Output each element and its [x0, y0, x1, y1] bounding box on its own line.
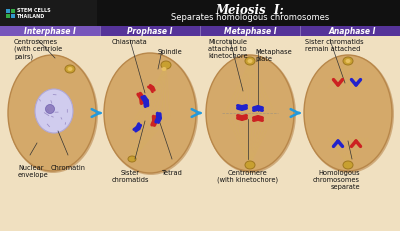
Ellipse shape: [346, 60, 350, 64]
Bar: [0, 0, 97, 27]
Text: Chromatin: Chromatin: [50, 164, 86, 170]
Ellipse shape: [245, 161, 255, 169]
Ellipse shape: [35, 90, 73, 134]
Ellipse shape: [161, 62, 171, 70]
Bar: [11, 15, 15, 19]
Ellipse shape: [128, 156, 136, 162]
Text: Chiasmata: Chiasmata: [112, 39, 148, 45]
Ellipse shape: [245, 58, 255, 66]
Bar: [100, 27, 400, 37]
Text: Metaphase I: Metaphase I: [224, 27, 276, 36]
Ellipse shape: [343, 58, 353, 66]
Text: Spindle: Spindle: [158, 49, 183, 55]
Bar: [6, 10, 10, 14]
Text: Nuclear
envelope: Nuclear envelope: [18, 164, 49, 177]
Text: Homologous
chromosomes
separate: Homologous chromosomes separate: [313, 169, 360, 189]
Text: Centrosomes
(with centriole
pairs): Centrosomes (with centriole pairs): [14, 39, 62, 60]
Text: Anaphase I: Anaphase I: [328, 27, 376, 36]
Text: Meiosis  I:: Meiosis I:: [216, 3, 284, 16]
Text: Interphase I: Interphase I: [24, 27, 76, 36]
Text: Tetrad: Tetrad: [162, 169, 182, 175]
Bar: [0, 27, 100, 37]
Text: Sister
chromatids: Sister chromatids: [111, 169, 149, 182]
Text: Separates homologous chromosomes: Separates homologous chromosomes: [171, 12, 329, 21]
Ellipse shape: [343, 161, 353, 169]
Ellipse shape: [8, 56, 96, 171]
Ellipse shape: [248, 60, 252, 64]
Text: THAILAND: THAILAND: [17, 13, 45, 18]
Bar: [6, 15, 10, 19]
Ellipse shape: [104, 54, 196, 173]
Ellipse shape: [104, 54, 198, 175]
Text: Centromere
(with kinetochore): Centromere (with kinetochore): [218, 169, 278, 183]
Ellipse shape: [8, 56, 98, 173]
Text: Sister chromatids
remain attached: Sister chromatids remain attached: [305, 39, 364, 52]
Ellipse shape: [65, 66, 75, 74]
Ellipse shape: [68, 68, 72, 72]
Ellipse shape: [206, 56, 296, 173]
Ellipse shape: [304, 56, 392, 171]
Text: Microtubule
attached to
kinetochore: Microtubule attached to kinetochore: [208, 39, 248, 59]
Bar: [97, 0, 400, 27]
Ellipse shape: [206, 56, 294, 171]
Text: Prophase I: Prophase I: [127, 27, 173, 36]
Text: STEM CELLS: STEM CELLS: [17, 9, 51, 13]
Text: Metaphase
plate: Metaphase plate: [255, 49, 292, 62]
Bar: [11, 10, 15, 14]
Ellipse shape: [304, 56, 394, 173]
Ellipse shape: [46, 105, 54, 114]
Ellipse shape: [162, 68, 166, 72]
